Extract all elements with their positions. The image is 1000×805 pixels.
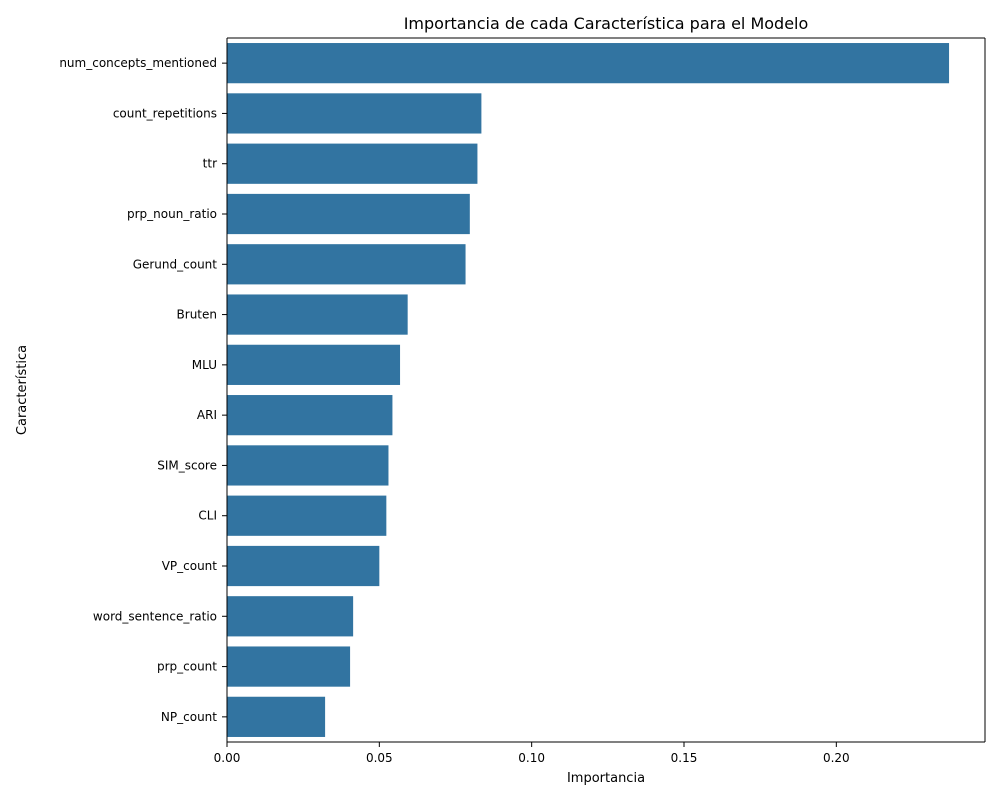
bar-Bruten <box>227 294 408 335</box>
y-tick-label: ttr <box>203 157 217 171</box>
y-tick-label: count_repetitions <box>113 106 217 120</box>
bar-count_repetitions <box>227 93 482 134</box>
chart-title: Importancia de cada Característica para … <box>404 14 809 33</box>
y-tick-label: CLI <box>198 509 217 523</box>
bar-VP_count <box>227 545 380 587</box>
bar-CLI <box>227 495 387 536</box>
y-tick-label: Gerund_count <box>133 257 218 271</box>
bars-group <box>227 43 950 737</box>
y-tick-label: NP_count <box>161 710 217 724</box>
axes-spines <box>226 37 986 743</box>
y-axis-label: Característica <box>15 345 30 435</box>
y-tick-label: SIM_score <box>157 458 217 472</box>
bar-NP_count <box>227 696 326 737</box>
y-tick-label: prp_count <box>157 660 217 674</box>
x-tick-label: 0.00 <box>214 751 241 765</box>
bar-prp_noun_ratio <box>227 193 470 235</box>
y-ticks-group: num_concepts_mentioned count_repetitionst… <box>59 56 227 724</box>
y-tick-label: word_sentence_ratio <box>93 609 217 623</box>
x-tick-label: 0.15 <box>671 751 698 765</box>
bar-prp_count <box>227 646 351 687</box>
bar-num_concepts_mentioned <box>227 43 950 84</box>
x-ticks-group: 0.00 0.05 0.10 0.15 0.20 <box>214 742 850 765</box>
bar-ARI <box>227 395 393 436</box>
x-axis-label: Importancia <box>567 771 645 786</box>
y-tick-label: MLU <box>192 358 217 372</box>
x-tick-label: 0.05 <box>366 751 393 765</box>
bar-word_sentence_ratio <box>227 596 354 637</box>
x-tick-label: 0.20 <box>823 751 850 765</box>
x-tick-label: 0.10 <box>518 751 545 765</box>
bar-MLU <box>227 344 401 385</box>
bar-ttr <box>227 143 478 184</box>
y-tick-label: Bruten <box>177 308 217 322</box>
bar-Gerund_count <box>227 244 466 285</box>
bar-SIM_score <box>227 445 389 486</box>
y-tick-label: VP_count <box>162 559 218 573</box>
y-tick-label: ARI <box>197 408 217 422</box>
y-tick-label: num_concepts_mentioned <box>59 56 217 70</box>
y-tick-label: prp_noun_ratio <box>127 207 217 221</box>
